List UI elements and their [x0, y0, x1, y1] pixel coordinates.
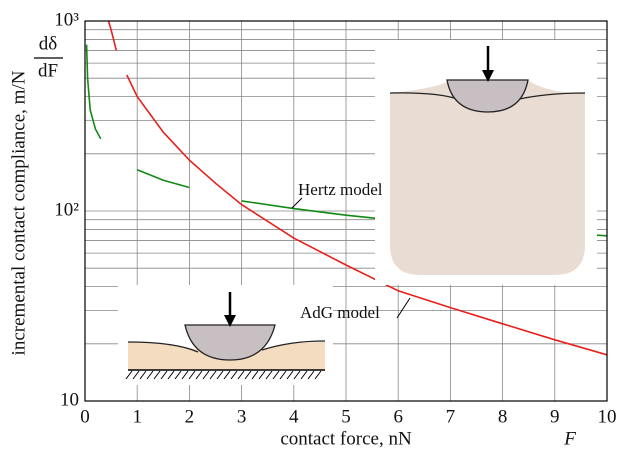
hatching	[125, 370, 322, 380]
x-tick-label: 1	[132, 406, 142, 427]
line-series	[107, 21, 607, 356]
x-tick-label: 9	[550, 406, 560, 427]
substrate	[390, 80, 585, 275]
y-tick-label: 10³	[54, 9, 79, 30]
x-tick-label: 0	[80, 406, 90, 427]
y-axis-label: incremental contact compliance, m/N	[8, 70, 29, 355]
surface	[261, 340, 326, 351]
y-fraction-numerator: dδ	[39, 33, 58, 54]
indenter	[184, 324, 276, 361]
y-tick-label: 10	[60, 389, 79, 410]
x-tick-label: 3	[237, 406, 247, 427]
inset-bottom	[118, 285, 333, 385]
arrow-head	[224, 315, 236, 327]
x-tick-label: 2	[185, 406, 195, 427]
x-axis-label: contact force, nN	[280, 428, 412, 449]
leader-line	[396, 297, 411, 319]
plot-frame	[84, 20, 608, 402]
x-tick-label: 7	[446, 406, 456, 427]
annotation: AdG model	[300, 303, 380, 322]
y-tick-label: 10²	[54, 199, 79, 220]
x-symbol: F	[563, 428, 576, 449]
indenter	[446, 79, 529, 113]
x-tick-label: 5	[341, 406, 351, 427]
arrow-head	[482, 70, 494, 82]
x-tick-label: 10	[598, 406, 617, 427]
inset-top	[375, 40, 597, 285]
surface	[127, 341, 199, 353]
annotation: Hertz model	[298, 180, 383, 199]
y-fraction-denominator: dF	[38, 60, 58, 81]
leader-line	[291, 197, 303, 209]
x-tick-label: 6	[393, 406, 403, 427]
x-tick-label: 8	[498, 406, 508, 427]
x-tick-label: 4	[289, 406, 299, 427]
